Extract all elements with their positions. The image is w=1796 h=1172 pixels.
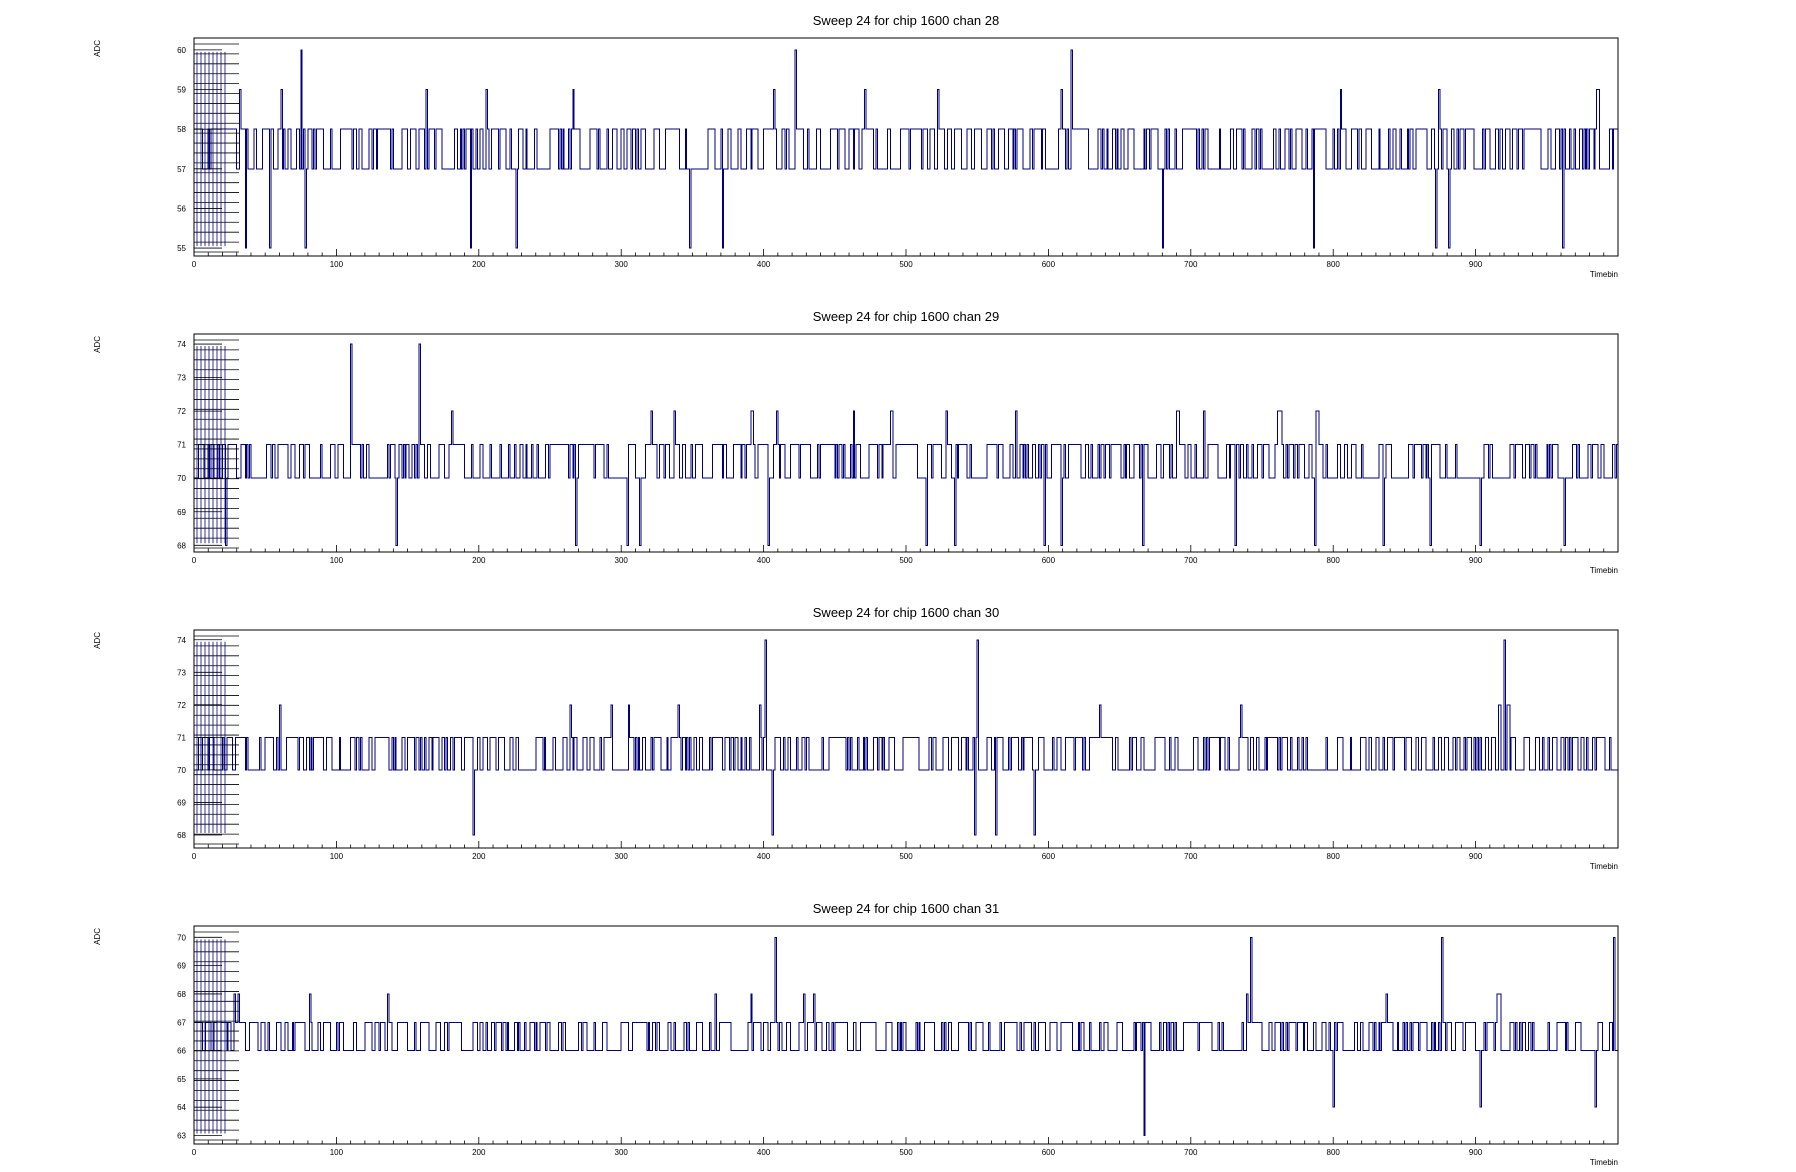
y-tick-label: 71	[177, 441, 186, 450]
y-tick-label: 73	[177, 374, 186, 383]
y-tick-label: 70	[177, 933, 186, 942]
series-line	[194, 49, 1618, 249]
x-tick-label: 500	[899, 1148, 913, 1157]
chart-panel-3: Sweep 24 for chip 1600 chan 31 ADC Timebin…	[93, 901, 1619, 1167]
x-tick-label: 400	[757, 556, 771, 565]
x-axis-label: Timebin	[1590, 566, 1618, 575]
x-tick-label: 300	[615, 1148, 629, 1157]
x-tick-label: 800	[1327, 852, 1341, 861]
chart-title: Sweep 24 for chip 1600 chan 28	[813, 13, 999, 28]
y-tick-label: 58	[177, 125, 186, 134]
chart-panel-1: Sweep 24 for chip 1600 chan 29 ADC Timebin…	[93, 309, 1619, 575]
y-tick-label: 63	[177, 1132, 186, 1141]
y-tick-label: 67	[177, 1018, 186, 1027]
y-tick-label: 72	[177, 407, 186, 416]
x-tick-label: 700	[1184, 1148, 1198, 1157]
x-tick-label: 500	[899, 260, 913, 269]
x-tick-label: 200	[472, 852, 486, 861]
series-line	[194, 936, 1618, 1137]
x-tick-label: 100	[330, 260, 344, 269]
x-tick-label: 500	[899, 556, 913, 565]
x-tick-label: 100	[330, 852, 344, 861]
x-tick-label: 400	[757, 260, 771, 269]
y-tick-label: 69	[177, 508, 186, 517]
x-tick-label: 100	[330, 556, 344, 565]
y-tick-label: 70	[177, 766, 186, 775]
y-tick-label: 55	[177, 244, 186, 253]
y-tick-label: 72	[177, 701, 186, 710]
x-tick-label: 600	[1042, 852, 1056, 861]
chart-title: Sweep 24 for chip 1600 chan 31	[813, 901, 999, 916]
y-tick-label: 74	[177, 340, 186, 349]
x-tick-label: 500	[899, 852, 913, 861]
x-tick-label: 900	[1469, 852, 1483, 861]
y-tick-label: 57	[177, 165, 186, 174]
y-tick-label: 70	[177, 474, 186, 483]
y-axis-label: ADC	[93, 928, 102, 945]
y-axis-label: ADC	[93, 632, 102, 649]
x-tick-label: 300	[615, 556, 629, 565]
y-tick-label: 65	[177, 1075, 186, 1084]
y-tick-label: 69	[177, 962, 186, 971]
x-tick-label: 100	[330, 1148, 344, 1157]
y-tick-label: 68	[177, 831, 186, 840]
x-axis-label: Timebin	[1590, 862, 1618, 871]
chart-panel-2: Sweep 24 for chip 1600 chan 30 ADC Timebin…	[93, 605, 1619, 871]
x-tick-label: 200	[472, 1148, 486, 1157]
y-tick-label: 71	[177, 733, 186, 742]
y-tick-label: 74	[177, 636, 186, 645]
chart-title: Sweep 24 for chip 1600 chan 30	[813, 605, 999, 620]
x-tick-label: 400	[757, 852, 771, 861]
x-tick-label: 900	[1469, 556, 1483, 565]
x-tick-label: 600	[1042, 556, 1056, 565]
chart-panel-0: Sweep 24 for chip 1600 chan 28 ADC Timebin…	[93, 13, 1619, 279]
x-axis-label: Timebin	[1590, 270, 1618, 279]
y-axis-label: ADC	[93, 40, 102, 57]
x-tick-label: 600	[1042, 1148, 1056, 1157]
x-tick-label: 600	[1042, 260, 1056, 269]
y-tick-label: 68	[177, 990, 186, 999]
series-line	[194, 639, 1618, 836]
x-tick-label: 800	[1327, 1148, 1341, 1157]
chart-title: Sweep 24 for chip 1600 chan 29	[813, 309, 999, 324]
y-tick-label: 60	[177, 46, 186, 55]
x-tick-label: 300	[615, 852, 629, 861]
series-line	[194, 343, 1618, 546]
y-tick-label: 73	[177, 668, 186, 677]
plot-frame	[193, 333, 1619, 553]
x-tick-label: 900	[1469, 260, 1483, 269]
x-tick-label: 200	[472, 260, 486, 269]
x-tick-label: 700	[1184, 556, 1198, 565]
left-ladder	[194, 931, 239, 1141]
y-tick-label: 68	[177, 541, 186, 550]
x-tick-label: 0	[192, 1148, 197, 1157]
x-tick-label: 0	[192, 852, 197, 861]
y-tick-label: 69	[177, 798, 186, 807]
x-tick-label: 800	[1327, 260, 1341, 269]
x-tick-label: 400	[757, 1148, 771, 1157]
y-tick-label: 66	[177, 1047, 186, 1056]
left-ladder	[194, 339, 239, 549]
y-tick-label: 59	[177, 86, 186, 95]
x-tick-label: 700	[1184, 852, 1198, 861]
x-axis-label: Timebin	[1590, 1158, 1618, 1167]
x-tick-label: 0	[192, 260, 197, 269]
x-tick-label: 700	[1184, 260, 1198, 269]
x-tick-label: 200	[472, 556, 486, 565]
x-tick-label: 300	[615, 260, 629, 269]
x-tick-label: 0	[192, 556, 197, 565]
x-tick-label: 900	[1469, 1148, 1483, 1157]
y-tick-label: 56	[177, 204, 186, 213]
x-tick-label: 800	[1327, 556, 1341, 565]
left-ladder	[194, 43, 239, 253]
y-axis-label: ADC	[93, 336, 102, 353]
y-tick-label: 64	[177, 1103, 186, 1112]
